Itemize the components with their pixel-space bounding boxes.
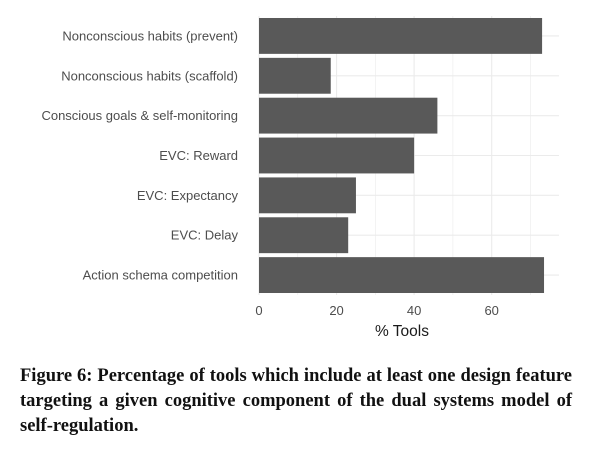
bar [259, 137, 415, 174]
x-tick-label: 20 [329, 303, 343, 318]
bar [259, 217, 349, 254]
x-axis-tick-labels: 0 20 40 60 [255, 303, 499, 318]
x-tick-label: 0 [255, 303, 262, 318]
bar [259, 57, 331, 94]
bars [259, 17, 545, 294]
y-tick-label: EVC: Delay [171, 228, 239, 243]
bar-chart: Nonconscious habits (prevent) Nonconsciou… [41, 16, 559, 340]
y-tick-label: Conscious goals & self-monitoring [41, 108, 238, 123]
bar [259, 17, 543, 54]
y-tick-label: Nonconscious habits (scaffold) [61, 68, 238, 83]
y-tick-label: EVC: Expectancy [137, 188, 239, 203]
x-tick-label: 60 [484, 303, 498, 318]
y-axis-tick-labels: Nonconscious habits (prevent) Nonconsciou… [41, 28, 238, 282]
y-tick-label: Action schema competition [83, 268, 238, 283]
y-tick-label: Nonconscious habits (prevent) [62, 28, 238, 43]
bar [259, 257, 545, 294]
x-tick-label: 40 [407, 303, 421, 318]
x-axis-title: % Tools [375, 323, 429, 340]
y-tick-label: EVC: Reward [159, 148, 238, 163]
bar [259, 177, 356, 214]
bar [259, 97, 438, 134]
figure-caption: Figure 6: Percentage of tools which incl… [20, 366, 572, 436]
